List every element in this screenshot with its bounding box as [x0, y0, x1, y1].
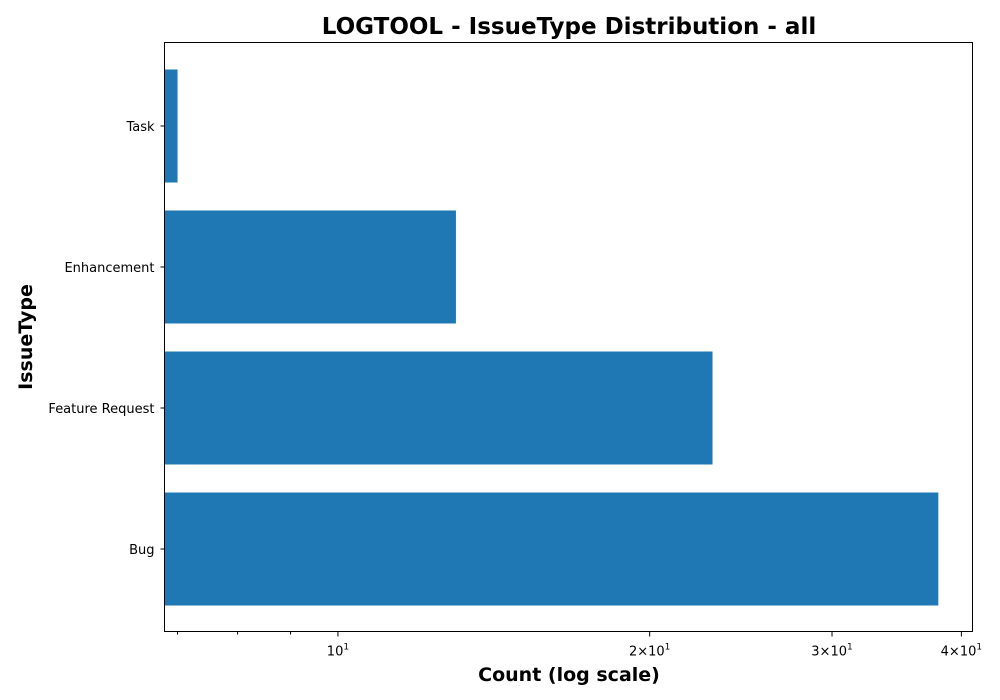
y-tick-label: Feature Request	[48, 402, 154, 417]
bar	[164, 210, 456, 324]
y-tick-label: Task	[125, 120, 155, 135]
bar	[164, 492, 939, 606]
x-tick-label: 3×101	[811, 643, 852, 660]
x-axis-label: Count (log scale)	[478, 664, 660, 686]
y-tick-label: Bug	[129, 543, 154, 558]
x-tick-label: 4×101	[941, 643, 982, 660]
y-axis-label: IssueType	[15, 284, 37, 390]
chart-title: LOGTOOL - IssueType Distribution - all	[322, 14, 816, 40]
bars-group	[164, 69, 939, 606]
y-axis: Task Enhancement Feature Request Bug	[48, 120, 165, 558]
bar	[164, 351, 713, 465]
plot-frame	[164, 42, 973, 632]
x-axis: 101 2×101 3×101 4×101	[177, 631, 982, 660]
x-tick-label: 101	[327, 643, 349, 660]
y-tick-label: Enhancement	[64, 261, 154, 276]
bar	[164, 69, 178, 183]
x-tick-label: 2×101	[629, 643, 670, 660]
